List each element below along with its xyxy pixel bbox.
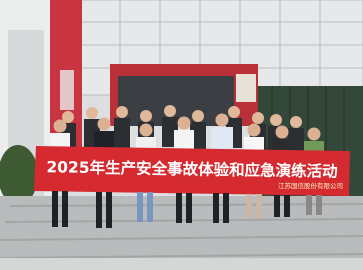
banner: 2025年生产安全事故体验和应急演练活动 江苏国信股份有限公司: [34, 146, 350, 196]
photo-scene: 2025年生产安全事故体验和应急演练活动 江苏国信股份有限公司: [0, 0, 363, 270]
pillar-sign: [60, 70, 74, 110]
ground: [0, 258, 363, 270]
entrance-sign: [236, 74, 256, 102]
banner-organization: 江苏国信股份有限公司: [278, 181, 343, 190]
